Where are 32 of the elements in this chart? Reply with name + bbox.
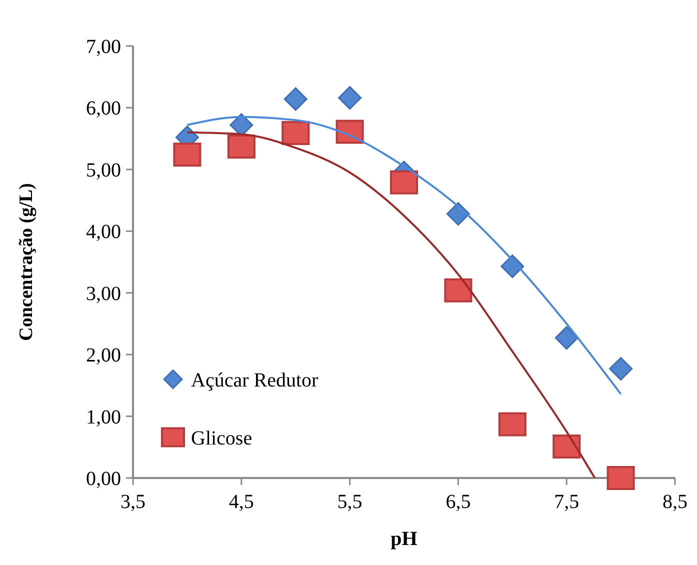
point: [498, 412, 526, 436]
x-tick-label: 3,5: [120, 491, 146, 513]
point: [444, 278, 472, 302]
y-axis-title: Concentração (g/L): [16, 183, 37, 341]
point: [390, 170, 418, 194]
y-tick-label: 0,00: [86, 468, 121, 490]
point: [338, 86, 362, 110]
x-tick-label: 6,5: [446, 491, 471, 513]
x-tick-label: 4,5: [228, 491, 254, 513]
y-tick-label: 2,00: [86, 344, 121, 367]
point: [336, 120, 364, 144]
y-tick-label: 5,00: [86, 159, 121, 182]
y-tick-label: 4,00: [86, 221, 121, 244]
point: [552, 434, 581, 459]
y-tick-label: 6,00: [86, 98, 121, 120]
point: [282, 121, 310, 146]
point: [606, 466, 635, 490]
y-tick-label: 7,00: [86, 36, 121, 58]
legend-label: Açúcar Redutor: [191, 369, 319, 392]
y-tick-label: 3,00: [86, 282, 121, 305]
point: [609, 357, 633, 381]
point: [173, 142, 202, 167]
point: [446, 202, 470, 226]
x-axis-title: pH: [390, 528, 418, 550]
point: [554, 326, 578, 350]
point: [227, 134, 256, 159]
x-tick-label: 7,5: [554, 491, 580, 513]
y-tick-label: 1,00: [86, 406, 121, 428]
legend-label: Glicose: [191, 427, 252, 450]
point: [284, 87, 308, 111]
x-tick-label: 5,5: [337, 491, 362, 513]
x-tick-label: 8,5: [662, 491, 688, 513]
